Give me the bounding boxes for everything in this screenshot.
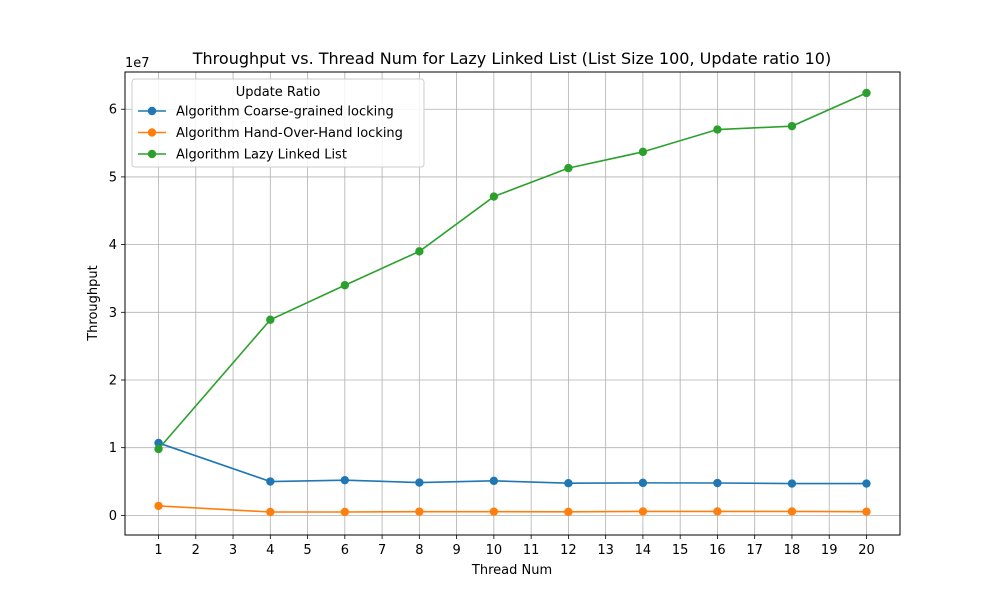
x-tick-label: 19 [821, 543, 838, 558]
series-line [157, 92, 867, 450]
data-point [564, 479, 573, 488]
legend-label: Algorithm Coarse-grained locking [176, 105, 394, 120]
data-point [415, 247, 424, 256]
data-point [564, 507, 573, 517]
data-point [713, 125, 722, 134]
x-axis-label: Thread Num [471, 563, 552, 578]
data-point [154, 501, 163, 511]
data-point [340, 507, 350, 517]
data-point [489, 476, 499, 486]
data-point [564, 163, 573, 173]
series-2 [154, 501, 871, 517]
data-point [154, 438, 163, 448]
data-point [415, 507, 424, 516]
x-axis-ticks: 1 2 3 4 5 6 7 8 9 10 11 12 13 14 15 16 17 18 19 20 [154, 535, 875, 558]
x-tick-label: 17 [746, 543, 763, 558]
x-tick-label: 14 [635, 543, 652, 558]
y-tick-label: 2 [109, 373, 117, 388]
series-line [158, 442, 867, 485]
y-tick-label: 6 [109, 103, 117, 118]
legend-marker [147, 128, 157, 137]
data-point [862, 507, 871, 516]
x-tick-label: 16 [709, 543, 726, 558]
data-point [713, 507, 722, 516]
legend-label: Algorithm Lazy Linked List [176, 148, 347, 163]
data-point [266, 477, 275, 486]
data-point [340, 475, 350, 485]
data-point [489, 507, 499, 516]
data-point [638, 147, 648, 157]
data-point [340, 281, 350, 290]
legend-items: Algorithm Coarse-grained locking Algorith… [138, 105, 403, 163]
y-tick-label: 5 [109, 170, 117, 185]
x-tick-label: 18 [784, 543, 801, 558]
series-layer [154, 88, 871, 517]
data-point [862, 88, 871, 98]
x-tick-label: 13 [597, 543, 614, 558]
x-tick-label: 11 [523, 543, 540, 558]
legend-item: Algorithm Hand-Over-Hand locking [138, 126, 403, 141]
y-axis-label: Throughput [86, 265, 101, 342]
x-tick-label: 1 [154, 543, 162, 558]
x-tick-label: 6 [341, 543, 349, 558]
y-tick-label: 1 [109, 441, 117, 456]
legend-marker [147, 149, 157, 159]
legend-title: Update Ratio [236, 85, 321, 100]
x-tick-label: 20 [858, 543, 875, 558]
x-tick-label: 10 [486, 543, 503, 558]
legend-item: Algorithm Lazy Linked List [138, 148, 347, 163]
x-tick-label: 5 [303, 543, 311, 558]
x-tick-label: 7 [378, 543, 386, 558]
chart-title: Throughput vs. Thread Num for Lazy Linke… [192, 49, 831, 68]
y-tick-label: 0 [109, 509, 117, 524]
series-3 [154, 88, 871, 454]
x-tick-label: 15 [672, 543, 689, 558]
y-tick-label: 4 [109, 238, 117, 253]
data-point [266, 507, 275, 517]
data-point [787, 121, 797, 131]
data-point [787, 507, 797, 516]
x-tick-label: 3 [229, 543, 237, 558]
data-point [266, 315, 275, 324]
x-tick-label: 8 [415, 543, 423, 558]
legend-box [131, 78, 425, 168]
y-axis-ticks: 0 1 2 3 4 5 6 [109, 103, 125, 524]
x-tick-label: 9 [452, 543, 460, 558]
legend-marker [147, 106, 157, 116]
data-point [787, 479, 797, 488]
data-point [638, 507, 648, 516]
y-tick-label: 3 [109, 306, 117, 321]
x-tick-label: 12 [560, 543, 577, 558]
y-axis-offset-label: 1e7 [125, 56, 150, 71]
series-1 [154, 438, 871, 488]
plot-frame [124, 71, 901, 536]
data-point [415, 478, 424, 487]
data-point [154, 444, 163, 454]
data-point [489, 192, 499, 201]
data-point [862, 479, 871, 488]
legend: Update Ratio Algorithm Coarse-grained lo… [131, 78, 425, 168]
x-tick-label: 2 [192, 543, 200, 558]
x-tick-label: 4 [266, 543, 274, 558]
data-point [713, 478, 722, 488]
legend-label: Algorithm Hand-Over-Hand locking [176, 126, 403, 141]
legend-item: Algorithm Coarse-grained locking [138, 105, 394, 120]
series-line [158, 505, 867, 513]
data-point [638, 478, 648, 488]
